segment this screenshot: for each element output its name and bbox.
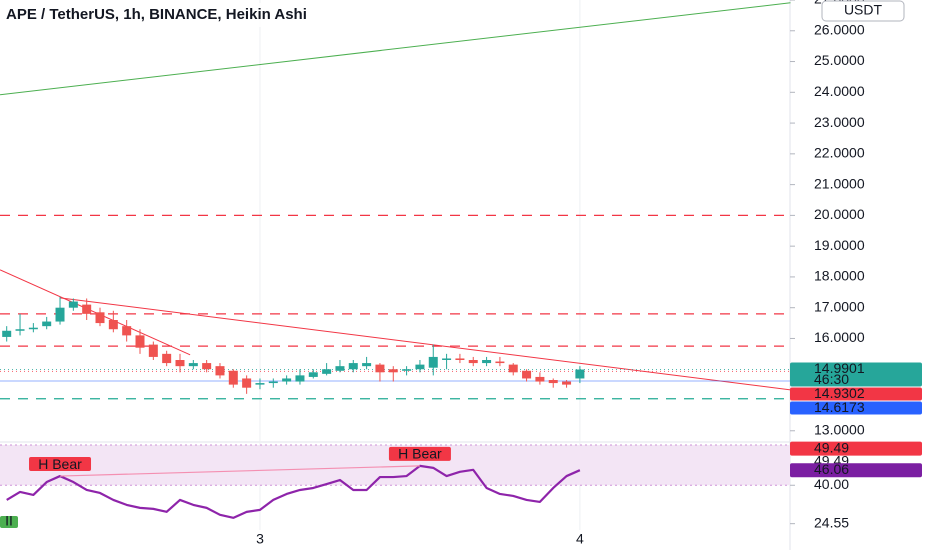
- x-tick-label: 3: [256, 531, 264, 547]
- divergence-line: [60, 465, 420, 477]
- candle-body: [375, 364, 385, 373]
- trendline: [0, 2, 791, 96]
- candle-body: [122, 326, 132, 336]
- candle-body: [428, 356, 438, 368]
- price-label-box: [790, 387, 922, 401]
- chart-title: APE / TetherUS, 1h, BINANCE, Heikin Ashi: [6, 6, 307, 23]
- trendline: [0, 269, 191, 356]
- y-tick-label: 20.0000: [814, 206, 865, 222]
- candle-body: [362, 363, 372, 367]
- y-tick-label: 24.55: [814, 514, 849, 530]
- candle-body: [482, 360, 492, 364]
- candle-body: [68, 301, 78, 308]
- candle-body: [388, 369, 398, 373]
- y-tick-label: 40.00: [814, 476, 849, 492]
- candle-body: [548, 380, 558, 384]
- candle-body: [135, 335, 145, 348]
- candle-body: [308, 372, 318, 377]
- candle-body: [202, 363, 212, 370]
- currency-label: USDT: [844, 2, 883, 18]
- y-tick-label: 19.0000: [814, 237, 865, 253]
- price-label: 14.9302: [814, 385, 865, 401]
- x-tick-label: 4: [576, 531, 584, 547]
- candle-body: [55, 307, 65, 322]
- y-tick-label: 25.0000: [814, 52, 865, 68]
- pane-badge: [0, 516, 18, 528]
- candle-body: [562, 381, 572, 385]
- candle-body: [495, 361, 505, 364]
- candle-body: [402, 369, 412, 371]
- candle-body: [15, 329, 25, 331]
- price-label: 14.9901: [814, 360, 865, 376]
- candle-body: [535, 376, 545, 382]
- candle-body: [268, 381, 278, 384]
- candle-body: [162, 353, 172, 364]
- candle-body: [175, 360, 185, 367]
- y-tick-label: 26.0000: [814, 21, 865, 37]
- candle-body: [108, 320, 118, 330]
- y-tick-label: 16.0000: [814, 329, 865, 345]
- price-label-box: [790, 362, 922, 387]
- plot: 3 4 13.0000 16.0000 17.0000 18.0000 19.0000 20.…: [0, 0, 865, 547]
- axis-label-box: [790, 463, 922, 478]
- candle-body: [468, 360, 478, 364]
- y-tick-label: 24.0000: [814, 83, 865, 99]
- countdown: 46:30: [814, 371, 849, 387]
- y-tick-label: 21.0000: [814, 175, 865, 191]
- currency-box: [821, 0, 905, 22]
- pane-badge-label: II: [5, 513, 13, 529]
- candle-body: [2, 330, 12, 337]
- axis-label: 46.06: [814, 461, 849, 477]
- candle-body: [215, 366, 225, 376]
- candle-body: [415, 364, 425, 370]
- candle-body: [28, 327, 38, 330]
- candle-body: [522, 370, 532, 379]
- price-label-box: [790, 401, 922, 415]
- candle-body: [508, 364, 518, 373]
- candle-body: [442, 358, 452, 360]
- annotation-box: [388, 446, 451, 461]
- y-tick-label: 22.0000: [814, 145, 865, 161]
- candle-body: [188, 363, 198, 367]
- candle-body: [295, 375, 305, 382]
- trendline: [59, 297, 791, 391]
- candle-body: [95, 312, 105, 324]
- y-tick-label: 13.0000: [814, 421, 865, 437]
- candle-body: [335, 366, 345, 371]
- rsi-line: [6, 464, 581, 519]
- candle-body: [148, 344, 158, 357]
- annotation-label: H Bear: [38, 456, 82, 472]
- candle-body: [575, 369, 585, 379]
- candle-body: [348, 363, 358, 370]
- price-label: 14.6173: [814, 399, 865, 415]
- title-backdrop: [0, 3, 560, 27]
- candle-body: [228, 370, 238, 385]
- annotation-label: H Bear: [398, 446, 442, 462]
- candle-body: [242, 378, 252, 388]
- candle-body: [82, 304, 92, 314]
- candle-body: [322, 369, 332, 374]
- y-tick-label: 23.0000: [814, 114, 865, 130]
- candle-body: [255, 383, 265, 385]
- candle-body: [455, 358, 465, 360]
- annotation-box: [29, 457, 92, 472]
- axis-label-box: [790, 441, 922, 456]
- candle-body: [282, 378, 292, 382]
- candle-body: [42, 321, 52, 327]
- axis-label: 49.49: [814, 439, 849, 455]
- y-tick-label: 17.0000: [814, 298, 865, 314]
- y-tick-label: 18.0000: [814, 268, 865, 284]
